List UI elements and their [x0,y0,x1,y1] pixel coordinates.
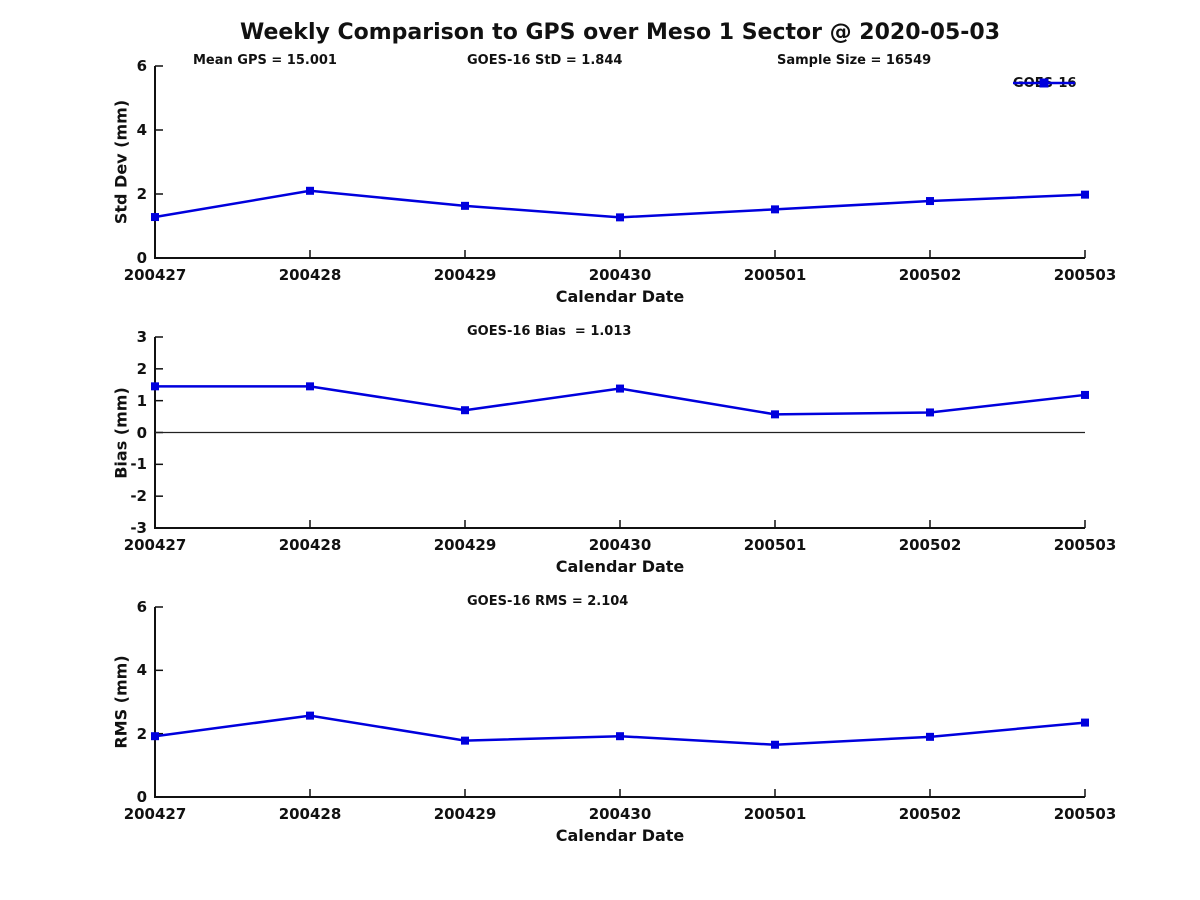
rms-chart: RMS (mm) Calendar Date GOES-16 RMS = 2.1… [112,594,1117,845]
x-tick-label: 200501 [743,536,807,554]
y-tick-label: 4 [136,121,147,139]
x-tick-label: 200428 [278,536,342,554]
bias-chart: Bias (mm) Calendar Date GOES-16 Bias = 1… [112,324,1117,576]
x-tick-label: 200428 [278,805,342,823]
x-tick-label: 200429 [433,805,497,823]
y-tick-label: 3 [136,328,147,346]
legend: GOES-16 [1013,76,1076,91]
y-tick-label: 4 [136,661,147,680]
x-tick-label: 200429 [433,536,497,554]
x-tick-label: 200429 [433,266,497,284]
x-tick-label: 200428 [278,266,342,284]
rms-plot-area [151,606,1089,798]
rms-y-axis-label: RMS (mm) [111,655,131,749]
y-tick-label: 6 [136,57,147,75]
goes16-bias-annotation: GOES-16 Bias = 1.013 [467,324,632,339]
x-tick-label: 200501 [743,805,807,823]
x-tick-label: 200430 [588,266,652,284]
x-tick-label: 200427 [123,805,187,823]
y-tick-label: 6 [136,598,147,616]
x-tick-label: 200503 [1053,805,1117,823]
x-tick-label: 200502 [898,536,962,554]
y-tick-label: -2 [130,487,147,506]
x-tick-label: 200503 [1053,536,1117,554]
y-tick-label: 2 [136,359,147,378]
y-tick-label: -3 [130,519,147,537]
goes16-std-annotation: GOES-16 StD = 1.844 [467,53,623,68]
y-tick-label: -1 [130,455,147,474]
y-tick-label: 0 [136,249,147,267]
legend-line-marker-icon [1013,78,1075,88]
x-tick-label: 200501 [743,266,807,284]
stddev-plot-area [151,65,1089,259]
rms-x-axis-label: Calendar Date [555,826,685,845]
x-tick-label: 200427 [123,266,187,284]
y-tick-label: 1 [136,391,147,410]
x-tick-label: 200502 [898,266,962,284]
bias-y-axis-label: Bias (mm) [111,386,131,479]
stddev-x-axis-label: Calendar Date [555,287,685,306]
figure-title: Weekly Comparison to GPS over Meso 1 Sec… [239,20,1001,45]
bias-plot-area [151,336,1089,529]
bias-x-axis-label: Calendar Date [555,557,685,576]
y-tick-label: 0 [136,423,147,442]
sample-size-annotation: Sample Size = 16549 [777,53,932,68]
x-tick-label: 200427 [123,536,187,554]
mean-gps-annotation: Mean GPS = 15.001 [193,53,337,68]
y-tick-label: 2 [136,185,147,203]
x-tick-label: 200430 [588,805,652,823]
y-tick-label: 0 [136,788,147,806]
x-tick-label: 200503 [1053,266,1117,284]
goes16-rms-annotation: GOES-16 RMS = 2.104 [467,594,629,609]
y-tick-label: 2 [136,724,147,743]
stddev-chart: Std Dev (mm) Calendar Date Mean GPS = 15… [112,53,1117,306]
x-tick-label: 200502 [898,805,962,823]
stddev-y-axis-label: Std Dev (mm) [111,99,131,225]
x-tick-label: 200430 [588,536,652,554]
